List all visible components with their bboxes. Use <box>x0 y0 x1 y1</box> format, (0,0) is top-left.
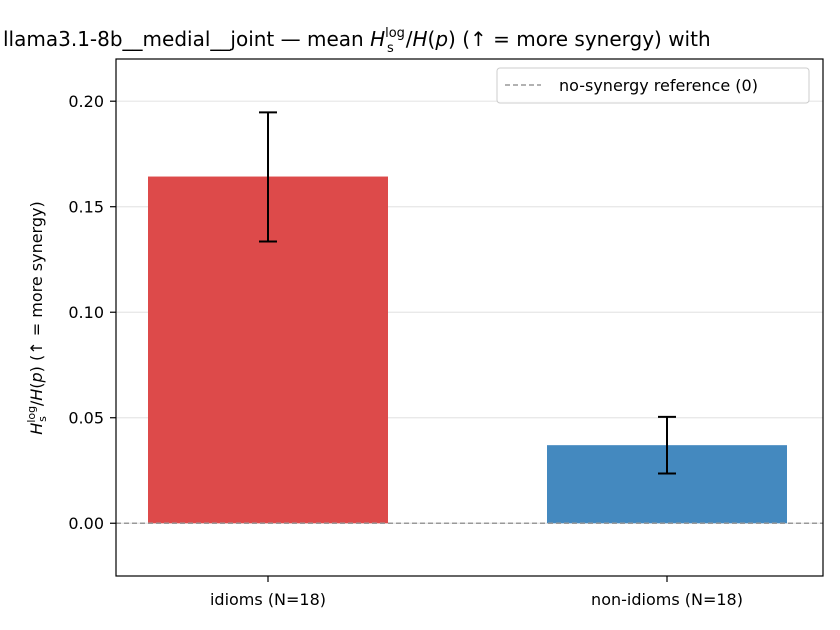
bars <box>148 176 787 524</box>
chart-title: llama3.1-8b__medial__joint — mean Hlog s /… <box>3 26 711 56</box>
y-tick-label: 0.20 <box>68 92 104 111</box>
plot-frame <box>115 58 824 577</box>
error-bars <box>259 111 676 475</box>
y-tick-label: 0.10 <box>68 303 104 322</box>
title-suffix: (↑ = more synergy) with <box>456 27 711 51</box>
axes: 0.00 0.05 0.10 0.15 0.20 idioms (N=18) non-idi… <box>68 58 824 609</box>
legend-box <box>496 67 810 104</box>
y-tick-label: 0.05 <box>68 409 104 428</box>
y-axis-label: Hlogs/H(p) (↑ = more synergy) <box>25 201 49 434</box>
title-prefix: llama3.1-8b__medial__joint — mean <box>3 27 370 51</box>
legend-label: no-synergy reference (0) <box>559 76 758 95</box>
x-tick-label: idioms (N=18) <box>210 590 326 609</box>
y-tick-label: 0.00 <box>68 514 104 533</box>
x-tick-label: non-idioms (N=18) <box>591 590 743 609</box>
y-tick-label: 0.15 <box>68 198 104 217</box>
legend: no-synergy reference (0) <box>496 67 810 104</box>
